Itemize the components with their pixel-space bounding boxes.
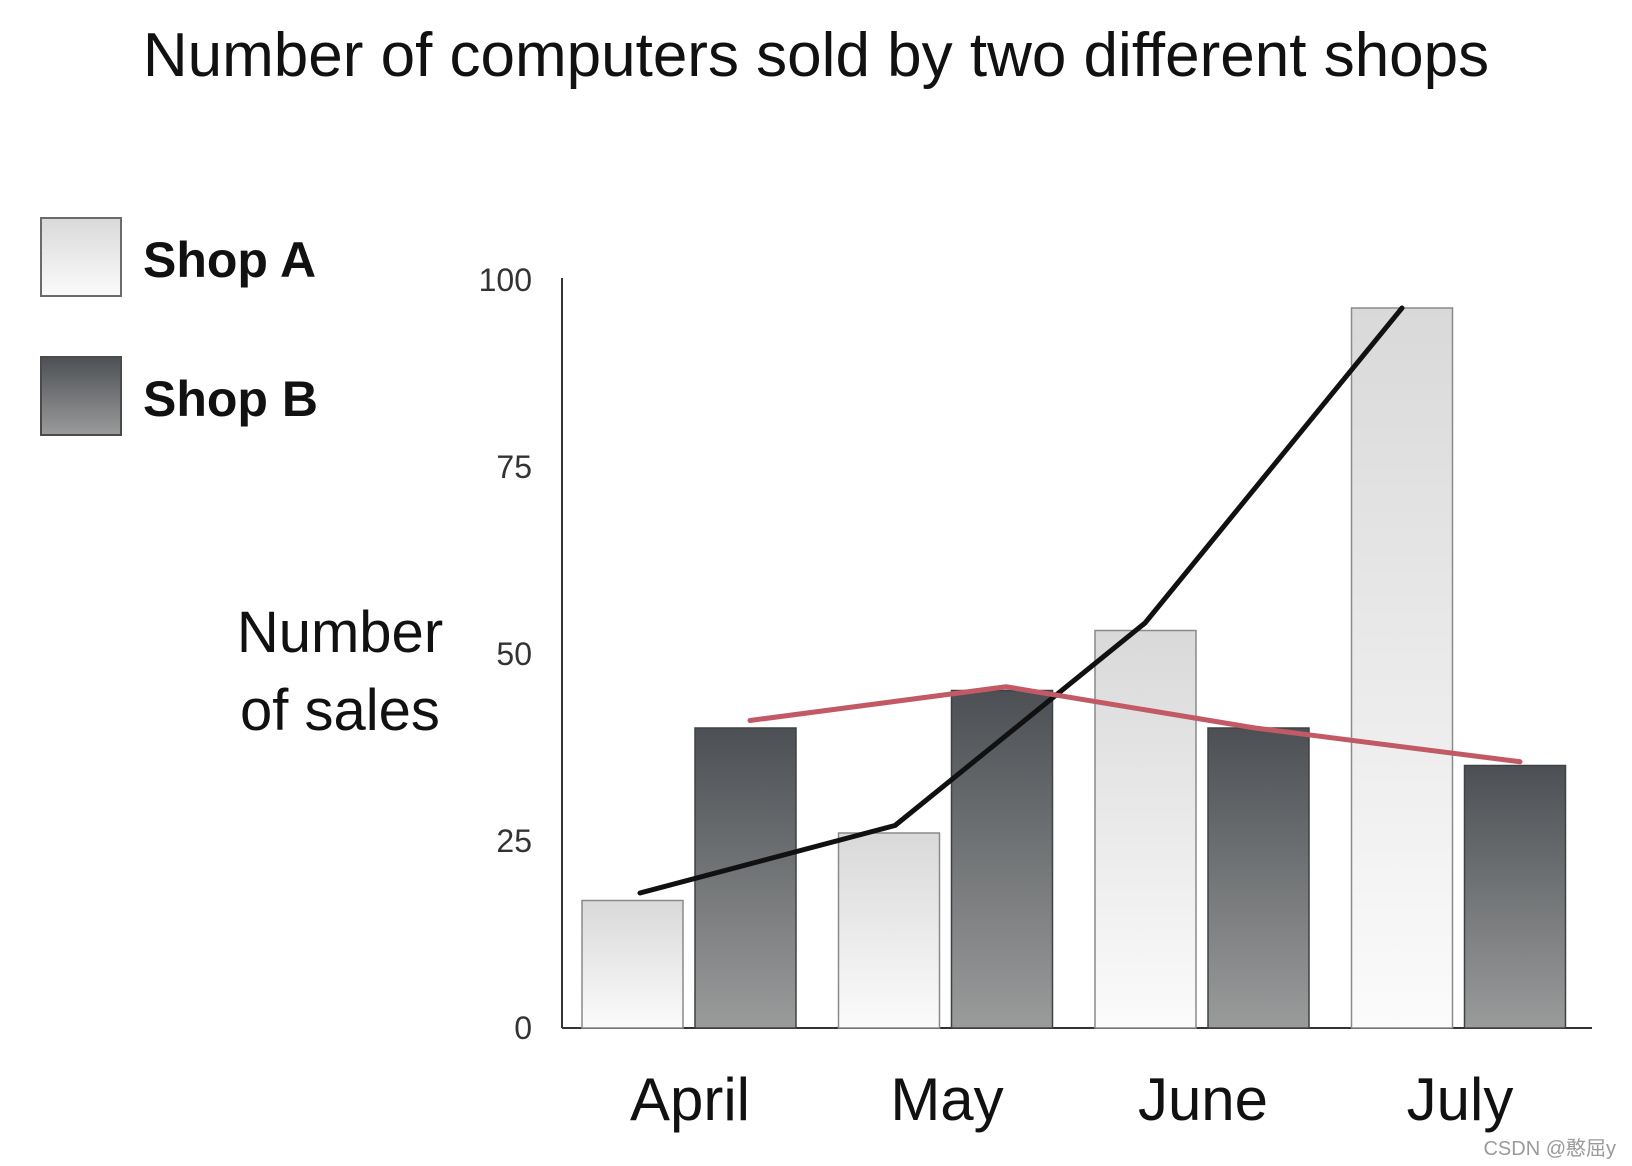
legend-label-shop-a: Shop A <box>143 232 316 288</box>
x-tick-label-april: April <box>630 1066 750 1133</box>
y-tick-label-50: 50 <box>496 636 532 672</box>
y-axis-label-line-1: Number <box>237 600 443 665</box>
bar-shop-b-april <box>694 727 797 1029</box>
legend-label-shop-b: Shop B <box>143 371 318 427</box>
x-tick-label-may: May <box>890 1066 1003 1133</box>
bar-shop-b-june <box>1207 727 1310 1029</box>
trend-line-shop-a <box>637 305 1405 896</box>
bars-group <box>581 307 1567 1029</box>
y-tick-label-75: 75 <box>496 449 532 485</box>
legend-swatch-shop-a <box>40 217 122 297</box>
bar-shop-a-may <box>837 832 941 1029</box>
y-axis-label-line-2: of sales <box>240 678 440 743</box>
bar-shop-a-june <box>1094 629 1197 1029</box>
bar-shop-b-may <box>950 689 1054 1029</box>
y-tick-label-25: 25 <box>496 823 532 859</box>
bar-shop-b-july <box>1463 764 1567 1029</box>
chart-title: Number of computers sold by two differen… <box>143 21 1489 90</box>
y-tick-label-0: 0 <box>514 1010 532 1046</box>
y-tick-label-100: 100 <box>479 262 532 298</box>
x-tick-label-july: July <box>1407 1066 1514 1133</box>
bar-shop-a-july <box>1350 307 1454 1029</box>
watermark-text: CSDN @憨屈y <box>1483 1137 1616 1160</box>
x-tick-label-june: June <box>1138 1066 1268 1133</box>
bar-shop-a-april <box>581 899 684 1029</box>
trend-line-shop-b <box>747 684 1523 765</box>
legend-swatch-shop-b <box>40 356 122 436</box>
